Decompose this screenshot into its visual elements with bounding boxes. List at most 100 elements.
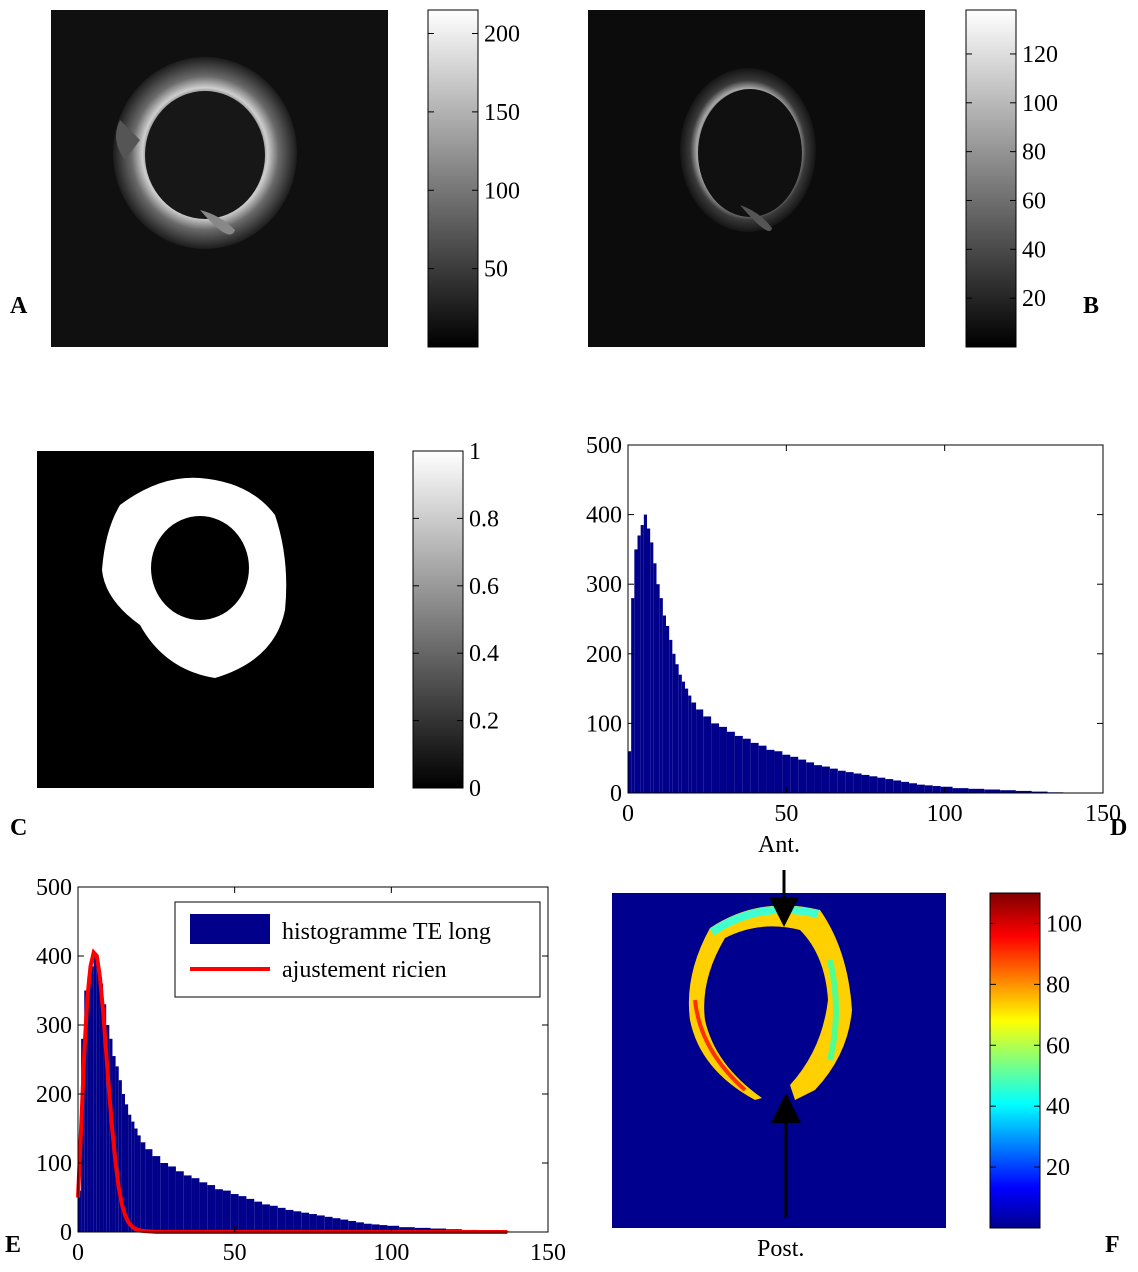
histogram-bar [131,1121,135,1232]
histogram-bar [246,1198,255,1232]
colorbar-tick-label: 50 [484,257,508,283]
histogram-bar [711,723,720,793]
histogram-bar [952,788,969,793]
histogram-bar [293,1211,302,1232]
histogram-bar [160,1163,169,1232]
x-tick-label: 100 [927,801,963,827]
panel-label-c: C [10,815,27,841]
posterior-label: Post. [757,1236,804,1262]
y-tick-label: 400 [586,503,622,529]
histogram-bar [669,639,673,793]
histogram-bar [703,716,712,793]
histogram-bar [861,774,870,793]
histogram-bar [688,695,692,793]
histogram-bar [332,1218,341,1232]
histogram-bar [78,1190,82,1232]
panel-a-image [51,10,388,347]
x-tick-label: 50 [774,801,798,827]
histogram-bar [145,1149,153,1232]
colorbar-tick-label: 40 [1046,1094,1070,1120]
colorbar-tick-label: 20 [1046,1155,1070,1181]
histogram-bar [356,1222,364,1232]
y-tick-label: 100 [36,1151,72,1177]
anterior-label: Ant. [758,832,800,858]
y-tick-label: 200 [586,642,622,668]
histogram-bar [678,674,682,793]
colorbar-tick-label: 80 [1046,972,1070,998]
histogram-bar [152,1156,161,1232]
histogram-bar [115,1066,119,1232]
histogram-bar [387,1225,400,1232]
colorbar-tick-label: 0.2 [469,709,499,735]
histogram-bar [637,535,641,793]
histogram-bar [285,1209,294,1232]
histogram-bar [103,1004,107,1232]
histogram-bar [634,549,638,793]
histogram-bar [821,766,830,793]
y-tick-label: 0 [60,1220,72,1246]
panel-b-colorbar: 20 40 60 80 100 120 [965,9,1058,348]
panel-b-image [588,10,925,347]
histogram-bar [814,765,822,793]
histogram-bar [659,598,663,793]
colorbar-tick-label: 100 [1022,91,1058,117]
y-tick-label: 500 [36,875,72,901]
y-tick-label: 300 [36,1013,72,1039]
histogram-bar [399,1227,415,1232]
histogram-bar [782,754,791,793]
histogram-bar [909,783,917,793]
histogram-bar [134,1128,138,1232]
legend-label-fit: ajustement ricien [282,957,447,983]
y-tick-label: 0 [610,781,622,807]
histogram-bar [1000,790,1016,793]
histogram-bar [254,1201,263,1232]
histogram-bar [774,751,783,793]
histogram-bar [215,1189,223,1232]
panel-label-f: F [1105,1232,1120,1258]
histogram-bar [183,1175,192,1232]
colorbar-tick-label: 0.8 [469,506,499,532]
colorbar-tick-label: 40 [1022,237,1046,263]
plot-frame [627,444,1104,794]
histogram-bar [96,969,100,1232]
histogram-bar [829,768,838,793]
panel-label-d: D [1110,815,1127,841]
histogram-bar [885,779,894,793]
x-tick-label: 100 [373,1240,409,1266]
histogram-bar [650,542,654,793]
histogram-bar [301,1212,310,1232]
histogram-bar [932,786,941,793]
panel-label-e: E [5,1232,21,1258]
histogram-bar [324,1216,333,1232]
colorbar-tick-label: 60 [1022,188,1046,214]
histogram-bar [106,1025,110,1232]
histogram-bar [766,749,775,793]
legend-label-histogram: histogramme TE long [282,919,491,945]
histogram-bar [168,1166,176,1232]
histogram-bar [230,1194,239,1232]
panel-c-image [37,451,374,788]
histogram-bar [924,785,933,793]
histogram-bar [371,1224,380,1232]
histogram-bar [691,702,697,793]
histogram-bar [968,788,985,793]
histogram-bar [628,751,632,793]
histogram-bar [806,762,815,793]
panel-f-colorbar: 20 40 60 80 100 [989,892,1082,1229]
histogram-bar [207,1185,216,1232]
histogram-bar [916,784,925,793]
histogram-bar [726,731,735,793]
histogram-bar [750,742,759,793]
plot-frame [77,886,549,1233]
colorbar-tick-label: 80 [1022,140,1046,166]
histogram-bar [340,1219,349,1232]
panel-c-colorbar: 0 0.2 0.4 0.6 0.8 1 [412,439,499,802]
x-tick-label: 0 [622,801,634,827]
histogram-bar [90,966,94,1232]
colorbar-tick-label: 200 [484,22,520,48]
panel-e-legend: histogramme TE long ajustement ricien [174,901,541,998]
histogram-bar [87,976,91,1232]
colorbar-tick-label: 100 [484,178,520,204]
colorbar-tick-label: 1 [469,439,481,465]
histogram-bar [643,514,647,793]
